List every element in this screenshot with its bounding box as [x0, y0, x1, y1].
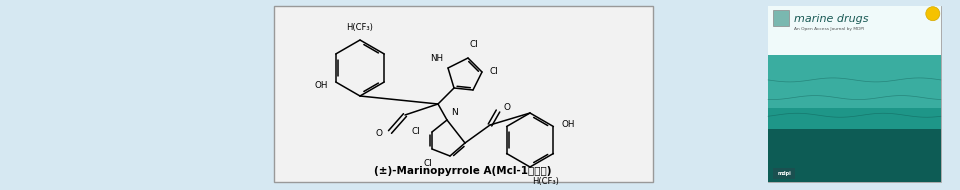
Bar — [768, 6, 941, 182]
Bar — [768, 129, 941, 182]
Text: Cl: Cl — [470, 40, 479, 49]
Text: H(CF₃): H(CF₃) — [347, 23, 373, 32]
Text: NH: NH — [430, 54, 443, 63]
Bar — [768, 55, 941, 182]
Text: OH: OH — [314, 81, 327, 89]
Text: O: O — [504, 102, 511, 112]
Circle shape — [925, 7, 940, 21]
Text: H(CF₃): H(CF₃) — [532, 177, 559, 186]
Text: Cl: Cl — [490, 67, 498, 77]
Text: An Open Access Journal by MDPI: An Open Access Journal by MDPI — [794, 27, 864, 31]
Bar — [773, 168, 795, 179]
Bar — [768, 55, 941, 108]
Text: Cl: Cl — [412, 127, 420, 136]
Text: (±)-Marinopyrrole A(Mcl-1抑制剤): (±)-Marinopyrrole A(Mcl-1抑制剤) — [374, 166, 552, 176]
Text: Cl: Cl — [423, 159, 432, 168]
Text: O: O — [375, 130, 382, 139]
Text: marine drugs: marine drugs — [794, 14, 869, 24]
Text: N: N — [451, 108, 458, 117]
Bar — [274, 6, 653, 182]
Bar — [773, 10, 789, 26]
Bar — [768, 6, 941, 55]
Text: OH: OH — [562, 120, 575, 129]
Text: mdpi: mdpi — [778, 171, 791, 176]
